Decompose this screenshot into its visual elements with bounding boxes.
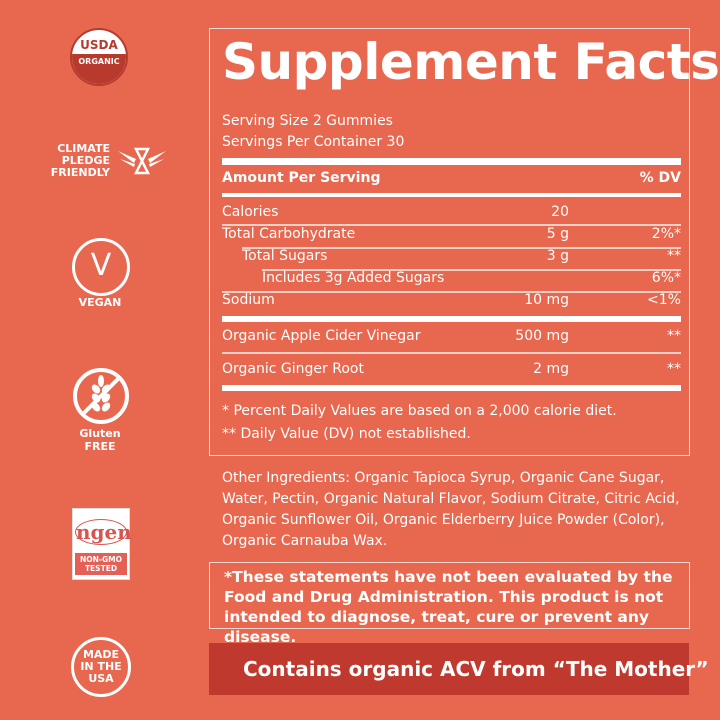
- divider: [222, 158, 681, 165]
- table-row: Sodium 10 mg <1%: [222, 292, 681, 308]
- banner-text: Contains organic ACV from “The Mother”: [243, 657, 709, 681]
- footnote: ** Daily Value (DV) not established.: [222, 426, 471, 442]
- fda-disclaimer: *These statements have not been evaluate…: [209, 562, 690, 646]
- table-row: Organic Apple Cider Vinegar 500 mg **: [222, 328, 681, 344]
- gluten-free-icon: [72, 367, 130, 425]
- table-row: Total Sugars 3 g **: [242, 248, 681, 264]
- servings-per-container: Servings Per Container 30: [222, 134, 405, 150]
- vegan-label: VEGAN: [78, 296, 122, 309]
- gluten-free-label: Gluten FREE: [79, 427, 121, 453]
- divider: [222, 193, 681, 197]
- divider: [262, 269, 681, 271]
- serving-size: Serving Size 2 Gummies: [222, 113, 393, 129]
- divider: [222, 291, 681, 293]
- winged-hourglass-icon: [118, 147, 166, 175]
- vegan-badge: V: [72, 238, 130, 296]
- table-row: Includes 3g Added Sugars 6%*: [262, 270, 681, 286]
- facts-title: Supplement Facts: [222, 33, 720, 91]
- divider: [222, 385, 681, 391]
- footnote: * Percent Daily Values are based on a 2,…: [222, 403, 617, 419]
- divider: [222, 316, 681, 322]
- climate-pledge-friendly-badge: CLIMATE PLEDGE FRIENDLY: [38, 143, 168, 183]
- divider: [222, 224, 681, 226]
- acv-banner: Contains organic ACV from “The Mother”: [209, 643, 709, 695]
- non-gmo-tested-badge: ngen NON-GMO TESTED: [72, 508, 132, 580]
- facts-header: Amount Per Serving % DV: [222, 170, 681, 186]
- table-row: Calories 20: [222, 204, 569, 220]
- other-ingredients: Other Ingredients: Organic Tapioca Syrup…: [222, 470, 680, 549]
- supplement-facts-panel: Supplement Facts Serving Size 2 Gummies …: [209, 28, 720, 456]
- table-row: Total Carbohydrate 5 g 2%*: [222, 226, 681, 242]
- table-row: Organic Ginger Root 2 mg **: [222, 361, 681, 377]
- divider: [242, 247, 681, 249]
- divider: [222, 352, 681, 354]
- made-in-usa-badge: MADE IN THE USA: [71, 637, 131, 697]
- usda-organic-seal: USDA ORGANIC: [70, 28, 128, 86]
